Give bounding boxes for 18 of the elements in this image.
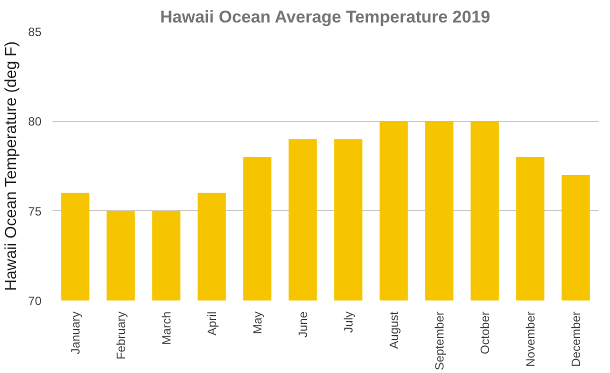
x-tick-label: July xyxy=(341,311,356,333)
y-tick-label: 70 xyxy=(28,294,42,308)
x-tick-label: March xyxy=(159,311,174,345)
x-tick-label: May xyxy=(250,312,264,334)
y-tick-label: 80 xyxy=(28,114,42,129)
chart-title: Hawaii Ocean Average Temperature 2019 xyxy=(160,8,490,26)
x-tick-label: February xyxy=(114,311,128,360)
y-axis-title: Hawaii Ocean Temperature (deg F) xyxy=(3,41,20,291)
y-tick-label: 85 xyxy=(28,25,42,39)
x-tick-label: April xyxy=(204,311,219,336)
x-tick-label: October xyxy=(478,311,492,354)
x-tick-label: November xyxy=(523,311,538,367)
x-tick-label: December xyxy=(568,311,583,367)
y-tick-label: 75 xyxy=(28,204,42,218)
x-tick-label: September xyxy=(432,311,446,370)
x-tick-label: June xyxy=(296,311,310,338)
x-tick-label: August xyxy=(386,310,401,349)
x-tick-label: January xyxy=(68,311,82,354)
